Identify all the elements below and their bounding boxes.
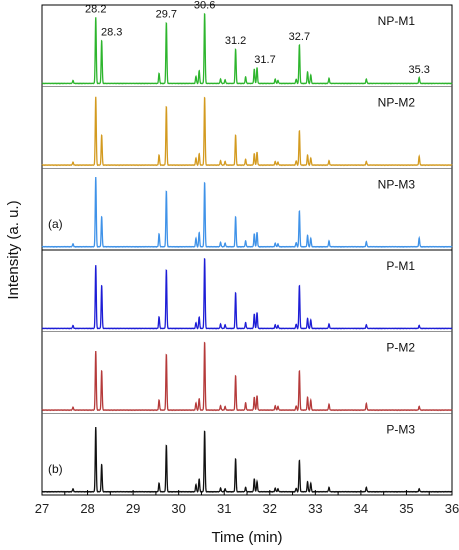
x-tick-label: 32	[263, 501, 277, 516]
x-tick-label: 35	[399, 501, 413, 516]
series-name-p-m1: P-M1	[386, 259, 415, 273]
peak-label-31-7: 31.7	[254, 54, 275, 66]
axis-layer: 27 28 29 30 31 32 33 34 35 36	[35, 86, 459, 516]
part-label-a: (a)	[48, 217, 63, 231]
peak-label-35-3: 35.3	[408, 64, 429, 76]
series-name-p-m2: P-M2	[386, 341, 415, 355]
series-name-p-m3: P-M3	[386, 422, 415, 436]
peak-label-30-6: 30.6	[194, 0, 215, 11]
label-layer: NP-M1 NP-M2 NP-M3 P-M1 P-M2 P-M3 28.2 28.3 29.7 3…	[48, 0, 430, 476]
x-tick-label: 28	[80, 501, 94, 516]
series-line-np-m1	[41, 12, 453, 85]
y-axis-title: Intensity (a. u.)	[5, 200, 22, 299]
series-name-np-m1: NP-M1	[378, 14, 416, 28]
series-line-p-m2	[41, 341, 453, 412]
series-line-np-m3	[41, 176, 453, 248]
x-tick-label: 36	[445, 501, 459, 516]
series-name-np-m2: NP-M2	[378, 96, 416, 110]
series-line-p-m1	[41, 257, 453, 330]
x-tick-label: 33	[308, 501, 322, 516]
part-label-b: (b)	[48, 462, 63, 476]
peak-label-28-2: 28.2	[85, 4, 106, 16]
x-axis-title: Time (min)	[211, 529, 282, 546]
series-line-p-m3	[41, 426, 453, 493]
peak-label-31-2: 31.2	[225, 35, 246, 47]
x-tick-label: 27	[35, 501, 49, 516]
series-line-np-m2	[41, 96, 453, 167]
peak-label-32-7: 32.7	[289, 31, 310, 43]
x-tick-label: 30	[171, 501, 185, 516]
peak-label-29-7: 29.7	[156, 9, 177, 21]
x-tick-label: 34	[354, 501, 368, 516]
peak-label-28-3: 28.3	[101, 27, 122, 39]
series-name-np-m3: NP-M3	[378, 177, 416, 191]
x-tick-label: 31	[217, 501, 231, 516]
series-layer	[41, 12, 453, 493]
x-tick-label: 29	[126, 501, 140, 516]
